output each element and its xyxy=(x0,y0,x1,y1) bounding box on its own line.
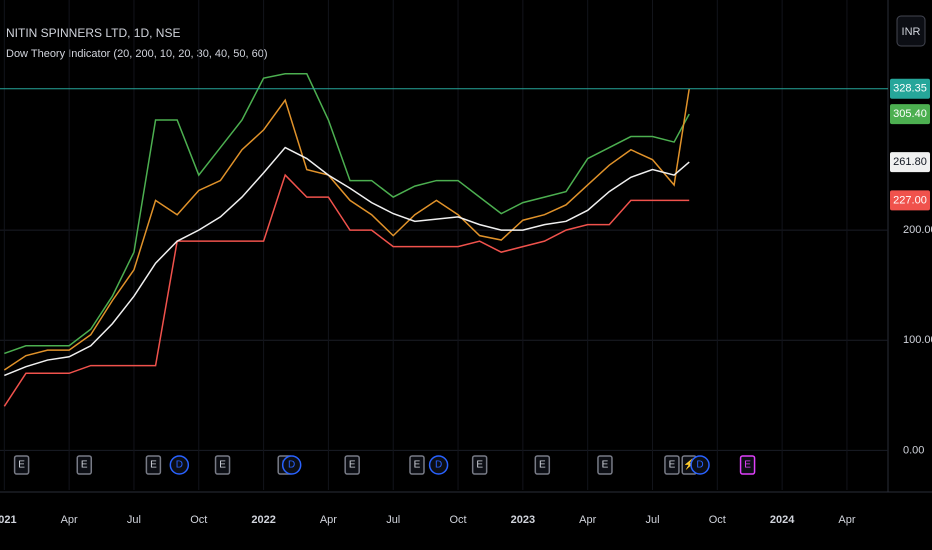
event-marker xyxy=(664,455,680,475)
x-tick-label: 2021 xyxy=(0,514,17,526)
price-tag xyxy=(890,104,930,125)
event-label: D xyxy=(696,460,703,471)
event-marker xyxy=(471,455,488,475)
x-tick-label: Apr xyxy=(320,514,337,526)
series-line xyxy=(4,146,690,377)
y-tick-label: 0.00 xyxy=(903,444,924,456)
dividend-marker xyxy=(428,455,449,475)
event-label: E xyxy=(669,460,676,471)
event-label: E xyxy=(81,460,88,471)
chart-title: NITIN SPINNERS LTD, 1D, NSE xyxy=(6,26,180,40)
x-tick-label: Apr xyxy=(579,514,596,526)
price-tag-label: 261.80 xyxy=(893,156,927,168)
x-tick-label: Oct xyxy=(449,514,466,526)
event-label: E xyxy=(414,460,421,471)
dividend-marker xyxy=(281,455,302,475)
event-label: D xyxy=(435,460,442,471)
price-tag-label: 328.35 xyxy=(893,83,927,95)
event-label: E xyxy=(349,460,356,471)
x-tick-label: Oct xyxy=(190,514,207,526)
event-label: E xyxy=(476,460,483,471)
event-label: E xyxy=(602,460,609,471)
event-marker xyxy=(739,455,756,475)
event-label: E xyxy=(539,460,546,471)
indicator-label: Dow Theory Indicator (20, 200, 10, 20, 3… xyxy=(6,48,268,60)
series-line xyxy=(3,88,690,371)
x-tick-label: Apr xyxy=(838,514,855,526)
event-marker xyxy=(214,455,231,475)
event-marker xyxy=(13,455,30,475)
y-tick-label: 200.00 xyxy=(903,224,932,236)
event-marker xyxy=(597,455,613,475)
currency-label[interactable]: INR xyxy=(902,26,921,38)
event-label: E xyxy=(744,460,751,471)
event-label: E xyxy=(219,460,226,471)
price-tag xyxy=(890,78,930,99)
event-marker xyxy=(344,455,360,475)
price-tag xyxy=(890,152,930,173)
event-marker xyxy=(76,455,93,475)
x-tick-label: Jul xyxy=(386,514,400,526)
dividend-marker xyxy=(690,455,710,475)
x-tick-label: Jul xyxy=(645,514,659,526)
series-line xyxy=(4,73,690,355)
y-tick-label: 100.00 xyxy=(903,334,932,346)
series-line xyxy=(3,173,690,407)
price-tag-label: 305.40 xyxy=(893,108,927,120)
event-marker xyxy=(409,455,425,475)
event-marker xyxy=(534,455,551,475)
price-tag-label: 227.00 xyxy=(893,194,927,206)
event-label: E xyxy=(18,460,25,471)
price-tag xyxy=(890,190,930,211)
event-label: D xyxy=(288,460,295,471)
event-label: D xyxy=(176,460,183,471)
event-label: E xyxy=(150,460,157,471)
currency-button[interactable] xyxy=(896,15,926,47)
x-tick-label: 2024 xyxy=(770,514,795,526)
event-marker xyxy=(145,455,162,475)
dividend-marker xyxy=(169,455,190,475)
x-tick-label: 2022 xyxy=(251,514,275,526)
x-tick-label: 2023 xyxy=(511,514,535,526)
x-tick-label: Jul xyxy=(127,514,141,526)
x-tick-label: Oct xyxy=(709,514,726,526)
x-tick-label: Apr xyxy=(61,514,78,526)
